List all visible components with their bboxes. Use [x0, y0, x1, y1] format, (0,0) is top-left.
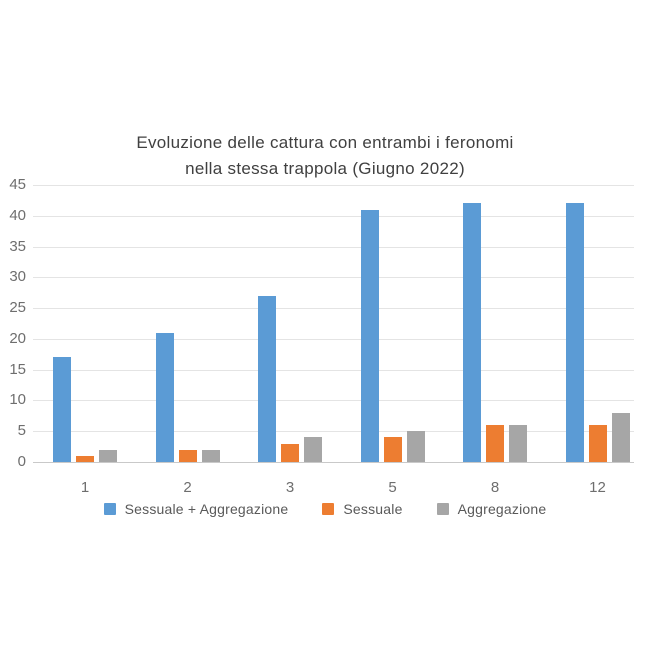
bar-aggregazione-x3 [304, 437, 322, 462]
x-tick-label-3: 3 [285, 479, 295, 496]
legend-item-sessuale-aggregazione: Sessuale + Aggregazione [103, 501, 289, 517]
gridline-0 [33, 462, 634, 463]
x-tick-label-5: 5 [388, 479, 397, 496]
legend-item-aggregazione: Aggregazione [436, 501, 547, 517]
bar-aggregazione-x1 [99, 449, 117, 462]
y-tick-label-10: 10 [9, 391, 26, 409]
legend: Sessuale + Aggregazione Sessuale Aggregazi… [0, 501, 650, 517]
chart-title-line-2: nella stessa trappola (Giugno 2022) [185, 159, 465, 178]
bar-sessuale-x3 [281, 443, 299, 462]
y-tick-label-5: 5 [17, 422, 26, 440]
gridline-20 [33, 338, 634, 340]
bar-sessuale-x1 [76, 455, 94, 462]
bar-aggregazione-x2 [201, 449, 220, 462]
y-tick-label-30: 30 [9, 268, 26, 286]
y-tick-label-15: 15 [9, 360, 26, 378]
gridline-45 [33, 185, 634, 186]
y-tick-label-45: 45 [9, 176, 26, 193]
gridline-5 [33, 431, 634, 433]
legend-label-sessuale: Sessuale [343, 501, 403, 517]
bar-sessuale-aggregazione-x8 [463, 203, 481, 462]
plot-area [33, 185, 634, 463]
gridline-40 [33, 215, 634, 217]
bar-sessuale-x5 [383, 437, 402, 462]
gridline-25 [33, 308, 634, 310]
y-tick-label-0: 0 [17, 453, 26, 470]
legend-label-aggregazione: Aggregazione [457, 501, 547, 517]
y-tick-label-25: 25 [9, 299, 26, 317]
gridline-10 [33, 400, 634, 402]
x-tick-label-12: 12 [589, 479, 606, 496]
legend-marker-aggregazione [436, 503, 449, 515]
bar-sessuale-aggregazione-x2 [155, 332, 174, 462]
chart-title-line-1: Evoluzione delle cattura con entrambi i … [136, 133, 514, 152]
bar-sessuale-aggregazione-x5 [360, 209, 379, 462]
gridline-30 [33, 277, 634, 279]
x-tick-label-2: 2 [183, 479, 192, 496]
legend-marker-sessuale [322, 503, 335, 515]
bar-sessuale-aggregazione-x12 [565, 203, 584, 462]
bar-sessuale-aggregazione-x3 [258, 295, 276, 462]
chart-title: Evoluzione delle cattura con entrambi i … [0, 130, 650, 182]
gridline-35 [33, 246, 634, 248]
bar-aggregazione-x12 [611, 412, 630, 462]
legend-marker-sessuale-aggregazione [103, 503, 116, 515]
x-tick-label-1: 1 [80, 479, 90, 496]
bar-aggregazione-x8 [509, 425, 527, 462]
bar-sessuale-x12 [588, 425, 607, 462]
bar-sessuale-x2 [178, 449, 197, 462]
legend-item-sessuale: Sessuale [322, 501, 402, 517]
gridline-15 [33, 369, 634, 371]
bar-sessuale-aggregazione-x1 [53, 357, 71, 462]
bar-sessuale-x8 [486, 425, 504, 462]
bar-aggregazione-x5 [406, 431, 425, 462]
legend-label-sessuale-aggregazione: Sessuale + Aggregazione [124, 501, 289, 517]
x-tick-label-8: 8 [490, 479, 500, 496]
y-tick-label-20: 20 [9, 329, 26, 347]
y-tick-label-35: 35 [9, 237, 26, 255]
y-tick-label-40: 40 [9, 206, 26, 224]
